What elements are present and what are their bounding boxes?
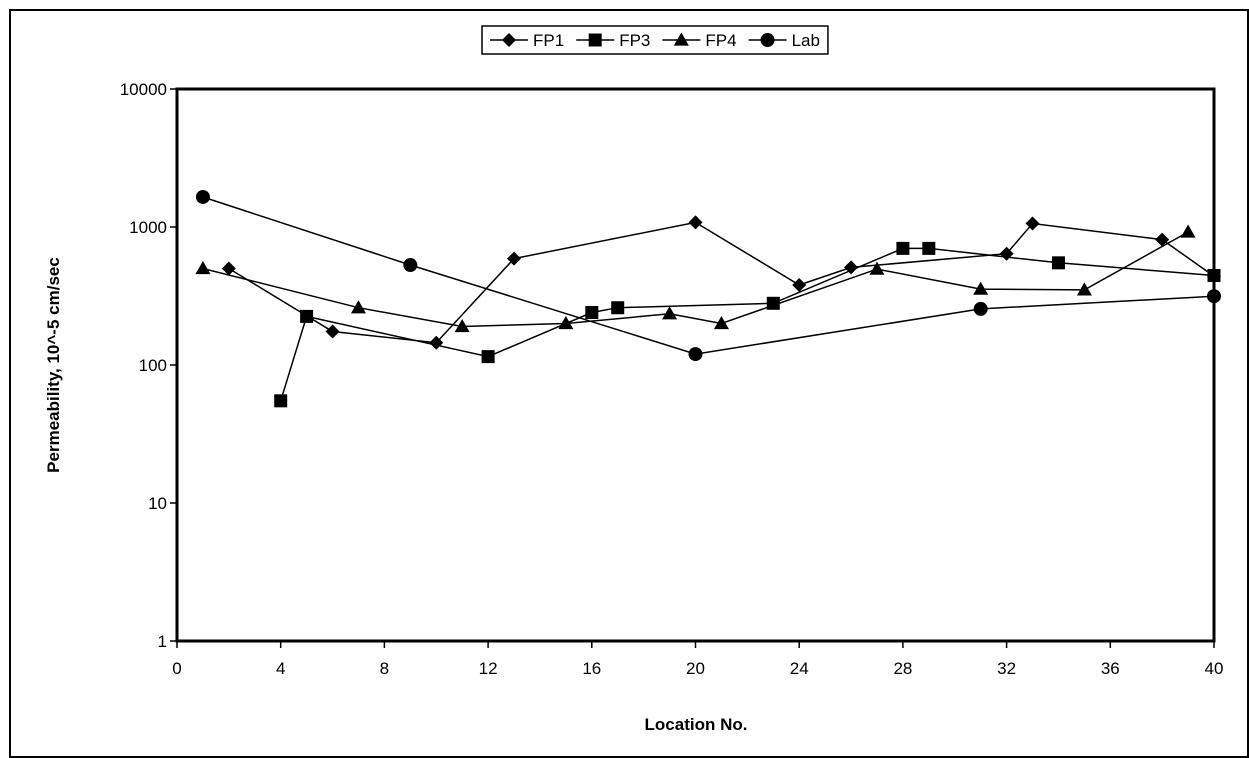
data-point-fp1 <box>1155 232 1170 247</box>
series-line-fp3 <box>279 247 1215 402</box>
data-point-lab <box>973 301 988 316</box>
x-tick-label: 28 <box>893 659 912 678</box>
data-point-fp1 <box>1025 216 1040 231</box>
x-tick-label: 12 <box>479 659 498 678</box>
x-tick-label: 32 <box>997 659 1016 678</box>
data-point-lab <box>195 189 210 204</box>
legend-marker-lab <box>760 33 775 47</box>
data-point-fp3 <box>585 306 599 320</box>
data-point-fp4 <box>713 315 729 330</box>
data-point-lab <box>1207 289 1221 304</box>
legend: FP1 FP3 FP4 Lab <box>481 25 829 55</box>
legend-marker-fp3 <box>588 33 602 47</box>
data-point-fp4 <box>973 281 989 295</box>
data-point-lab <box>403 258 418 273</box>
series-line-fp4 <box>202 231 1189 328</box>
x-tick-label: 24 <box>790 659 809 678</box>
data-point-fp1 <box>844 260 859 275</box>
data-point-fp4 <box>1076 282 1092 296</box>
data-point-fp4 <box>558 315 574 330</box>
data-point-fp3 <box>1207 269 1221 283</box>
x-tick-label: 8 <box>380 659 389 678</box>
y-tick-label: 1 <box>158 632 167 651</box>
data-point-fp4 <box>1180 224 1196 238</box>
chart-border <box>9 9 1249 758</box>
data-point-fp4 <box>869 261 885 275</box>
series-fp3 <box>274 241 1221 408</box>
data-point-fp3 <box>896 241 910 255</box>
data-point-fp4 <box>454 319 470 333</box>
x-tick-label: 20 <box>686 659 705 678</box>
data-point-fp3 <box>1051 256 1065 270</box>
data-point-fp3 <box>922 241 936 255</box>
legend-marker-fp1 <box>502 33 516 47</box>
data-point-fp3 <box>300 309 314 323</box>
data-point-fp1 <box>325 324 340 339</box>
series-layer <box>195 189 1221 408</box>
legend-label-fp1: FP1 <box>533 31 564 50</box>
x-axis-title: Location No. <box>645 715 748 734</box>
legend-marker-fp4 <box>673 32 689 46</box>
x-tick-label: 0 <box>172 659 181 678</box>
data-point-fp1 <box>792 277 807 292</box>
x-tick-label: 40 <box>1205 659 1224 678</box>
data-point-lab <box>688 347 703 362</box>
y-tick-label: 10 <box>148 494 167 513</box>
series-fp4 <box>195 224 1196 333</box>
x-tick-label: 4 <box>276 659 285 678</box>
data-point-fp3 <box>481 350 495 364</box>
axes: 0 4 8 12 16 20 24 28 32 36 40 1 10 100 1000 10000 <box>120 80 1224 678</box>
data-point-fp1 <box>688 215 703 230</box>
y-tick-label: 1000 <box>129 218 167 237</box>
y-tick-label: 100 <box>139 356 167 375</box>
x-tick-label: 36 <box>1101 659 1120 678</box>
legend-label-lab: Lab <box>792 31 820 50</box>
data-point-fp1 <box>221 261 236 276</box>
y-tick-label: 10000 <box>120 80 167 99</box>
legend-label-fp3: FP3 <box>619 31 650 50</box>
x-tick-label: 16 <box>582 659 601 678</box>
legend-label-fp4: FP4 <box>705 31 736 50</box>
data-point-fp4 <box>350 300 366 314</box>
data-point-fp4 <box>662 306 678 320</box>
data-point-fp3 <box>274 394 288 408</box>
data-point-fp4 <box>195 261 211 275</box>
y-axis-title: Permeability, 10^-5 cm/sec <box>44 257 63 473</box>
data-point-fp1 <box>507 251 522 266</box>
data-point-fp3 <box>611 301 625 315</box>
series-lab <box>195 189 1221 362</box>
